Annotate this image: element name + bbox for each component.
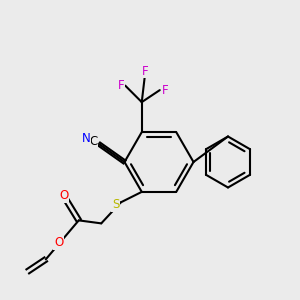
- Text: S: S: [112, 198, 119, 211]
- Text: O: O: [54, 236, 63, 249]
- Text: O: O: [59, 189, 68, 202]
- Text: N: N: [82, 132, 91, 145]
- Text: F: F: [117, 79, 124, 92]
- Text: C: C: [89, 135, 98, 148]
- Text: F: F: [162, 84, 169, 97]
- Text: F: F: [141, 65, 148, 78]
